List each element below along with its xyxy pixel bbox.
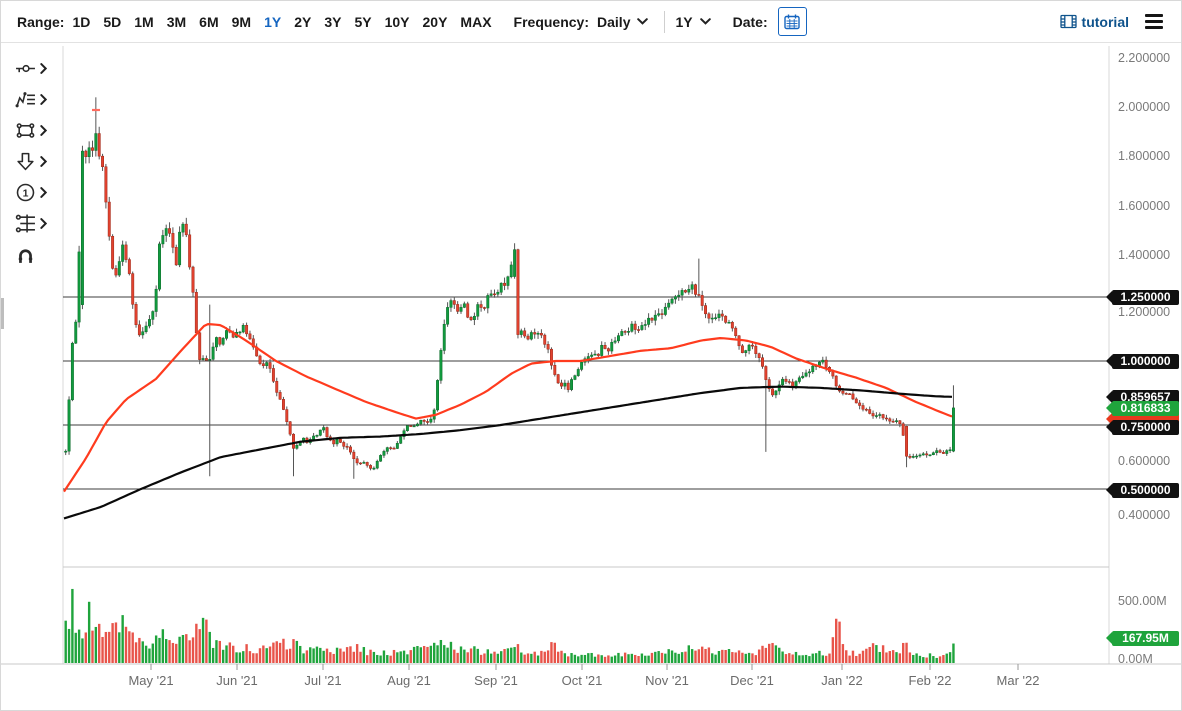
arrow-tool-icon: [17, 152, 34, 170]
chevron-down-icon: [637, 18, 649, 25]
film-icon: [1059, 14, 1077, 29]
time-axis-label: Aug '21: [387, 673, 431, 688]
range-label: Range:: [17, 13, 65, 30]
annotation-tool[interactable]: [15, 88, 47, 110]
range-option-3Y[interactable]: 3Y: [324, 13, 342, 30]
period-value: 1Y: [675, 13, 693, 30]
price-axis-label: 1.400000: [1118, 248, 1171, 262]
range-option-1D[interactable]: 1D: [72, 13, 91, 30]
chevron-right-icon: [40, 124, 47, 136]
shape-tool[interactable]: [15, 119, 47, 141]
price-volume-chart: [1, 46, 1181, 670]
number-annotation-tool-icon: 1: [16, 183, 35, 201]
time-axis-label: Jul '21: [304, 673, 342, 688]
measure-tool[interactable]: [15, 57, 47, 79]
range-option-6M[interactable]: 6M: [199, 13, 219, 30]
price-badge: 0.816833: [1106, 400, 1179, 416]
fibonacci-tool-icon: [15, 214, 35, 232]
date-picker-button[interactable]: [777, 7, 807, 36]
toolbar: Range: 1D 5D 1M 3M 6M 9M 1Y 2Y 3Y 5Y 10Y 20Y MAX Fre…: [1, 1, 1181, 43]
range-option-10Y[interactable]: 10Y: [384, 13, 410, 30]
price-axis-label: 0.400000: [1118, 508, 1171, 522]
price-axis-label: 2.200000: [1118, 51, 1171, 65]
magnet-tool[interactable]: [15, 243, 47, 265]
range-option-20Y[interactable]: 20Y: [422, 13, 448, 30]
arrow-tool[interactable]: [15, 150, 47, 172]
tutorial-label: tutorial: [1081, 13, 1129, 30]
chevron-right-icon: [40, 62, 47, 74]
frequency-dropdown[interactable]: Daily: [597, 13, 649, 30]
price-axis-label: 1.200000: [1118, 305, 1171, 319]
annotation-tool-icon: [15, 91, 35, 107]
magnet-tool-icon: [18, 248, 33, 263]
range-option-MAX[interactable]: MAX: [460, 13, 492, 30]
price-axis-label: 1.800000: [1118, 149, 1171, 163]
chevron-right-icon: [40, 217, 47, 229]
time-axis-label: Sep '21: [474, 673, 518, 688]
volume-axis-label: 0.00M: [1118, 652, 1153, 666]
range-option-2Y[interactable]: 2Y: [294, 13, 312, 30]
number-annotation-tool[interactable]: 1: [15, 181, 47, 203]
calendar-icon: [784, 14, 800, 29]
hamburger-icon: [1145, 14, 1163, 17]
range-option-1M[interactable]: 1M: [134, 13, 154, 30]
drawing-tools-palette: 1: [15, 57, 47, 265]
time-axis-label: Nov '21: [645, 673, 689, 688]
time-axis-label: Mar '22: [996, 673, 1040, 688]
svg-text:1: 1: [23, 187, 29, 199]
frequency-label: Frequency:: [513, 13, 590, 30]
price-badge: 0.500000: [1106, 482, 1179, 498]
time-axis-label: Jun '21: [216, 673, 258, 688]
fibonacci-tool[interactable]: [15, 212, 47, 234]
measure-tool-icon: [16, 64, 35, 72]
time-axis-label: Dec '21: [730, 673, 774, 688]
shape-tool-icon: [16, 122, 35, 138]
range-option-3M[interactable]: 3M: [166, 13, 187, 30]
time-axis-label: May '21: [128, 673, 174, 688]
price-badge: 1.250000: [1106, 289, 1179, 305]
volume-axis-label: 500.00M: [1118, 594, 1167, 608]
date-label: Date:: [732, 13, 768, 30]
volume-badge: 167.95M: [1106, 630, 1179, 646]
chevron-right-icon: [40, 93, 47, 105]
time-axis-label: Jan '22: [821, 673, 863, 688]
price-axis-label: 2.000000: [1118, 100, 1171, 114]
ma-fast-line: [63, 323, 953, 493]
time-axis-label: Oct '21: [561, 673, 603, 688]
time-axis-label: Feb '22: [908, 673, 952, 688]
range-option-5Y[interactable]: 5Y: [354, 13, 372, 30]
ma-slow-line: [63, 385, 953, 520]
chart-area[interactable]: 2.200000 2.000000 1.800000 1.600000 1.400000…: [1, 43, 1181, 710]
chevron-down-icon: [699, 18, 711, 25]
chevron-right-icon: [40, 186, 47, 198]
period-dropdown[interactable]: 1Y: [675, 13, 711, 30]
range-options: 1D 5D 1M 3M 6M 9M 1Y 2Y 3Y 5Y 10Y 20Y MAX: [72, 14, 491, 30]
range-option-1Y[interactable]: 1Y: [264, 13, 282, 30]
range-option-9M[interactable]: 9M: [231, 13, 252, 30]
chevron-right-icon: [40, 155, 47, 167]
range-option-5D[interactable]: 5D: [103, 13, 122, 30]
frequency-value: Daily: [597, 13, 631, 30]
left-scroll-indicator: [1, 298, 4, 329]
menu-button[interactable]: [1143, 12, 1165, 31]
price-badge: 0.750000: [1106, 419, 1179, 435]
price-axis-label: 1.600000: [1118, 199, 1171, 213]
tutorial-link[interactable]: tutorial: [1059, 13, 1129, 30]
toolbar-divider: [664, 10, 666, 33]
price-axis-label: 0.600000: [1118, 454, 1171, 468]
price-badge: 1.000000: [1106, 353, 1179, 369]
